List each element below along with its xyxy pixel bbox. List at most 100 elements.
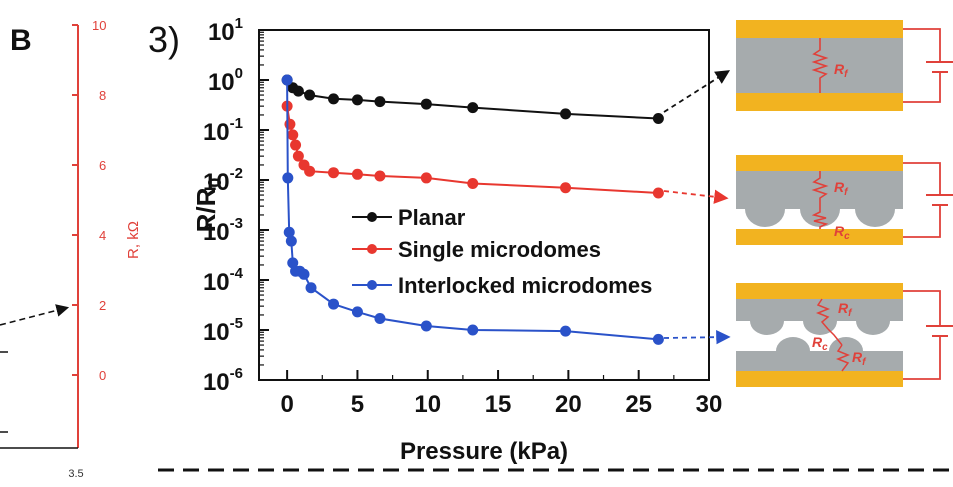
resistor-icon: [827, 328, 843, 346]
microdome: [750, 321, 784, 335]
y-tick-label: 101: [208, 15, 243, 46]
red-tick-label: 2: [99, 298, 106, 313]
schematic-interlocked: Rf Rc Rf: [736, 283, 953, 387]
plot-frame: [258, 29, 710, 381]
y-tick-label: 10-2: [203, 165, 243, 196]
y-tick-label: 10-5: [203, 315, 243, 346]
data-point: [283, 226, 295, 238]
circuit-wire: [903, 336, 941, 380]
circuit-wire: [903, 162, 941, 195]
legend-entry-planar: Planar: [352, 205, 466, 230]
schematic-planar: Rf: [736, 20, 953, 111]
data-point: [560, 325, 572, 337]
data-point: [560, 108, 572, 120]
legend-entry-single: Single microdomes: [352, 237, 601, 262]
y-tick-label: 10-4: [203, 265, 244, 296]
y-axis-label: R/R0: [191, 178, 225, 233]
data-point: [285, 235, 297, 247]
left-dashed-arrow: [0, 304, 70, 326]
resistor-label: Rf: [834, 179, 849, 198]
schematic-single: Rf Rc: [736, 155, 953, 245]
x-tick-label: 30: [696, 391, 723, 418]
microdome: [856, 321, 890, 335]
panel-letter-b: B: [10, 24, 32, 57]
resistor-icon: [811, 206, 829, 229]
red-tick-label: 4: [99, 228, 106, 243]
resistor-label: Rf: [834, 61, 849, 80]
y-tick-label: 10-1: [203, 115, 243, 146]
y-axis-ticks: [259, 29, 269, 381]
data-point: [287, 257, 299, 269]
data-point: [420, 172, 432, 184]
series-planar: [281, 74, 664, 124]
circuit-wire: [903, 290, 941, 326]
x-tick-label: 5: [351, 391, 364, 418]
microdome: [800, 209, 840, 227]
y-axis-tick-labels: 101 100 10-1 10-2 10-3 10-4 10-5 10-6: [203, 15, 244, 396]
data-point: [281, 74, 293, 86]
red-tick-label: 0: [99, 368, 106, 383]
x-tick-label: 20: [555, 391, 582, 418]
data-point: [351, 168, 363, 180]
data-point: [282, 172, 294, 184]
y-tick-label: 10-6: [203, 365, 243, 396]
data-point: [374, 96, 386, 108]
resistor-icon: [811, 171, 829, 206]
data-point: [652, 112, 664, 124]
data-point: [328, 298, 340, 310]
x-axis-ticks: [286, 370, 710, 380]
data-point: [467, 324, 479, 336]
legend-label: Interlocked microdomes: [398, 273, 652, 298]
circuit-wire: [903, 72, 941, 103]
x-tick-label: 15: [485, 391, 512, 418]
panel-letter-fragment: 3): [148, 19, 180, 60]
data-point: [467, 178, 479, 190]
resistor-icon: [815, 298, 831, 330]
legend-entry-interlocked: Interlocked microdomes: [352, 273, 652, 298]
data-point: [374, 312, 386, 324]
data-point: [287, 129, 299, 141]
data-point: [420, 320, 432, 332]
resistor-icon: [835, 344, 851, 372]
x-tick-label: 0: [280, 391, 293, 418]
data-point: [284, 118, 296, 130]
data-point: [298, 268, 310, 280]
circuit-wire: [903, 28, 941, 62]
red-axis-label: R, kΩ: [125, 221, 142, 259]
data-point: [652, 333, 664, 345]
bottom-tick-label: 3.5: [68, 468, 83, 480]
red-tick-label: 6: [99, 158, 106, 173]
legend: Planar Single microdomes Interlocked mic…: [352, 205, 652, 298]
red-axis-ticks: [72, 24, 78, 376]
legend-label: Planar: [398, 205, 466, 230]
data-point: [467, 102, 479, 114]
data-point: [305, 282, 317, 294]
resistor-label: Rf: [838, 300, 853, 319]
data-point: [292, 85, 304, 97]
left-panel: B 10 8 6 4 2 0 R, kΩ 3.5: [0, 18, 142, 480]
microdome: [803, 321, 837, 335]
resistor-label: Rc: [812, 334, 828, 353]
microdome: [745, 209, 785, 227]
x-tick-label: 10: [414, 391, 441, 418]
data-point: [560, 182, 572, 194]
y-tick-label: 10-3: [203, 215, 243, 246]
x-axis-tick-labels: 0 5 10 15 20 25 30: [280, 391, 722, 418]
legend-label: Single microdomes: [398, 237, 601, 262]
data-point: [351, 94, 363, 106]
resistor-label: Rc: [834, 223, 850, 242]
series-single-microdomes: [281, 100, 664, 199]
red-axis-tick-labels: 10 8 6 4 2 0: [92, 18, 106, 383]
series-line: [286, 79, 659, 341]
microdome: [776, 337, 810, 351]
arrow-planar: [663, 70, 731, 113]
data-point: [304, 165, 316, 177]
x-axis-label: Pressure (kPa): [400, 438, 568, 465]
circuit-wire: [903, 205, 941, 238]
data-point: [374, 170, 386, 182]
data-point: [304, 89, 316, 101]
data-point: [652, 187, 664, 199]
red-tick-label: 10: [92, 18, 106, 33]
data-point: [292, 150, 304, 162]
